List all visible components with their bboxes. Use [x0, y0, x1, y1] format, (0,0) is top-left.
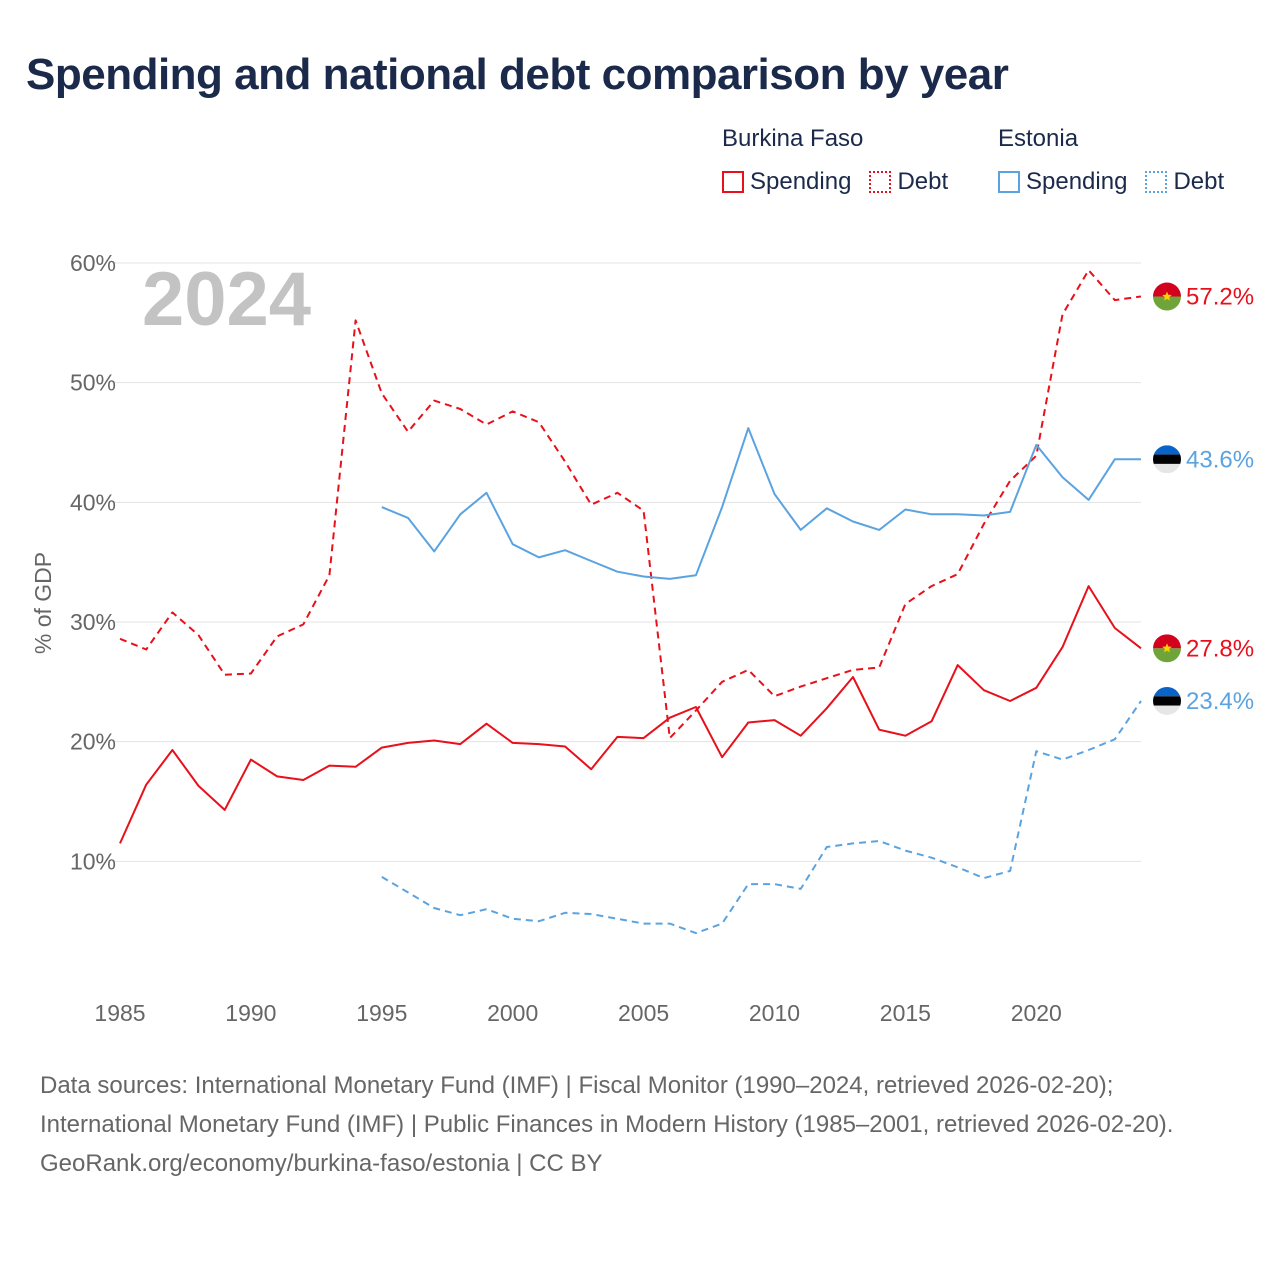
- y-tick-label: 40%: [70, 489, 116, 515]
- end-value-label: 57.2%: [1186, 284, 1254, 311]
- end-value-label: 43.6%: [1186, 446, 1254, 473]
- x-tick-label: 2010: [749, 1000, 800, 1026]
- x-tick-label: 2005: [618, 1000, 669, 1026]
- footer: Data sources: International Monetary Fun…: [40, 1066, 1240, 1183]
- y-tick-label: 30%: [70, 609, 116, 635]
- series-line-estonia-spending: [381, 427, 1141, 580]
- legend-label-debt: Debt: [1173, 168, 1225, 195]
- series-line-burkina-faso-debt: [119, 269, 1142, 740]
- legend-burkina-faso: Burkina Faso Spending Debt: [722, 122, 948, 202]
- estonia-flag-icon: [1153, 686, 1181, 715]
- x-tick-label: 2015: [880, 1000, 931, 1026]
- data-sources: Data sources: International Monetary Fun…: [40, 1072, 1174, 1138]
- end-value-label: 27.8%: [1186, 635, 1254, 662]
- y-tick-label: 10%: [70, 848, 116, 874]
- y-axis-label: % of GDP: [30, 552, 56, 654]
- legend-estonia: Estonia Spending Debt: [998, 122, 1224, 202]
- y-tick-label: 20%: [70, 729, 116, 755]
- legend-swatch-dotted-red: [869, 171, 892, 193]
- x-tick-label: 2020: [1011, 1000, 1062, 1026]
- credit-line: GeoRank.org/economy/burkina-faso/estonia…: [40, 1150, 603, 1177]
- legend-item-burkina-faso-spending[interactable]: Spending: [722, 168, 851, 196]
- x-tick-label: 2000: [487, 1000, 538, 1026]
- legend-group-burkina-faso: Burkina Faso: [722, 125, 864, 152]
- y-tick-label: 60%: [70, 250, 116, 276]
- end-value-label: 23.4%: [1186, 688, 1254, 715]
- legend-item-estonia-debt[interactable]: Debt: [1145, 168, 1224, 196]
- series-line-burkina-faso-spending: [119, 585, 1142, 844]
- estonia-flag-icon: [1153, 445, 1181, 474]
- x-tick-label: 1995: [356, 1000, 407, 1026]
- legend-swatch-dotted-blue: [1145, 171, 1168, 193]
- y-tick-label: 50%: [70, 370, 116, 396]
- legend-item-estonia-spending[interactable]: Spending: [998, 168, 1127, 196]
- legend-swatch-solid-red: [722, 171, 744, 193]
- legend-label-spending: Spending: [1026, 168, 1128, 195]
- x-tick-label: 1990: [225, 1000, 276, 1026]
- x-tick-label: 1985: [94, 1000, 145, 1026]
- legend-swatch-solid-blue: [998, 171, 1020, 193]
- legend-label-debt: Debt: [897, 168, 949, 195]
- chart-title: Spending and national debt comparison by…: [26, 50, 1009, 99]
- legend-label-spending: Spending: [750, 168, 852, 195]
- legend-group-estonia: Estonia: [998, 125, 1079, 152]
- line-chart: 10% 20% 30% 40% 50% 60% 1985 1990 1995 2000 2005 20…: [30, 250, 1254, 1026]
- legend-item-burkina-faso-debt[interactable]: Debt: [869, 168, 948, 196]
- series-line-estonia-debt: [381, 700, 1142, 935]
- burkina-faso-flag-icon: [1153, 282, 1181, 311]
- year-label: 2024: [142, 257, 311, 342]
- burkina-faso-flag-icon: [1153, 634, 1181, 663]
